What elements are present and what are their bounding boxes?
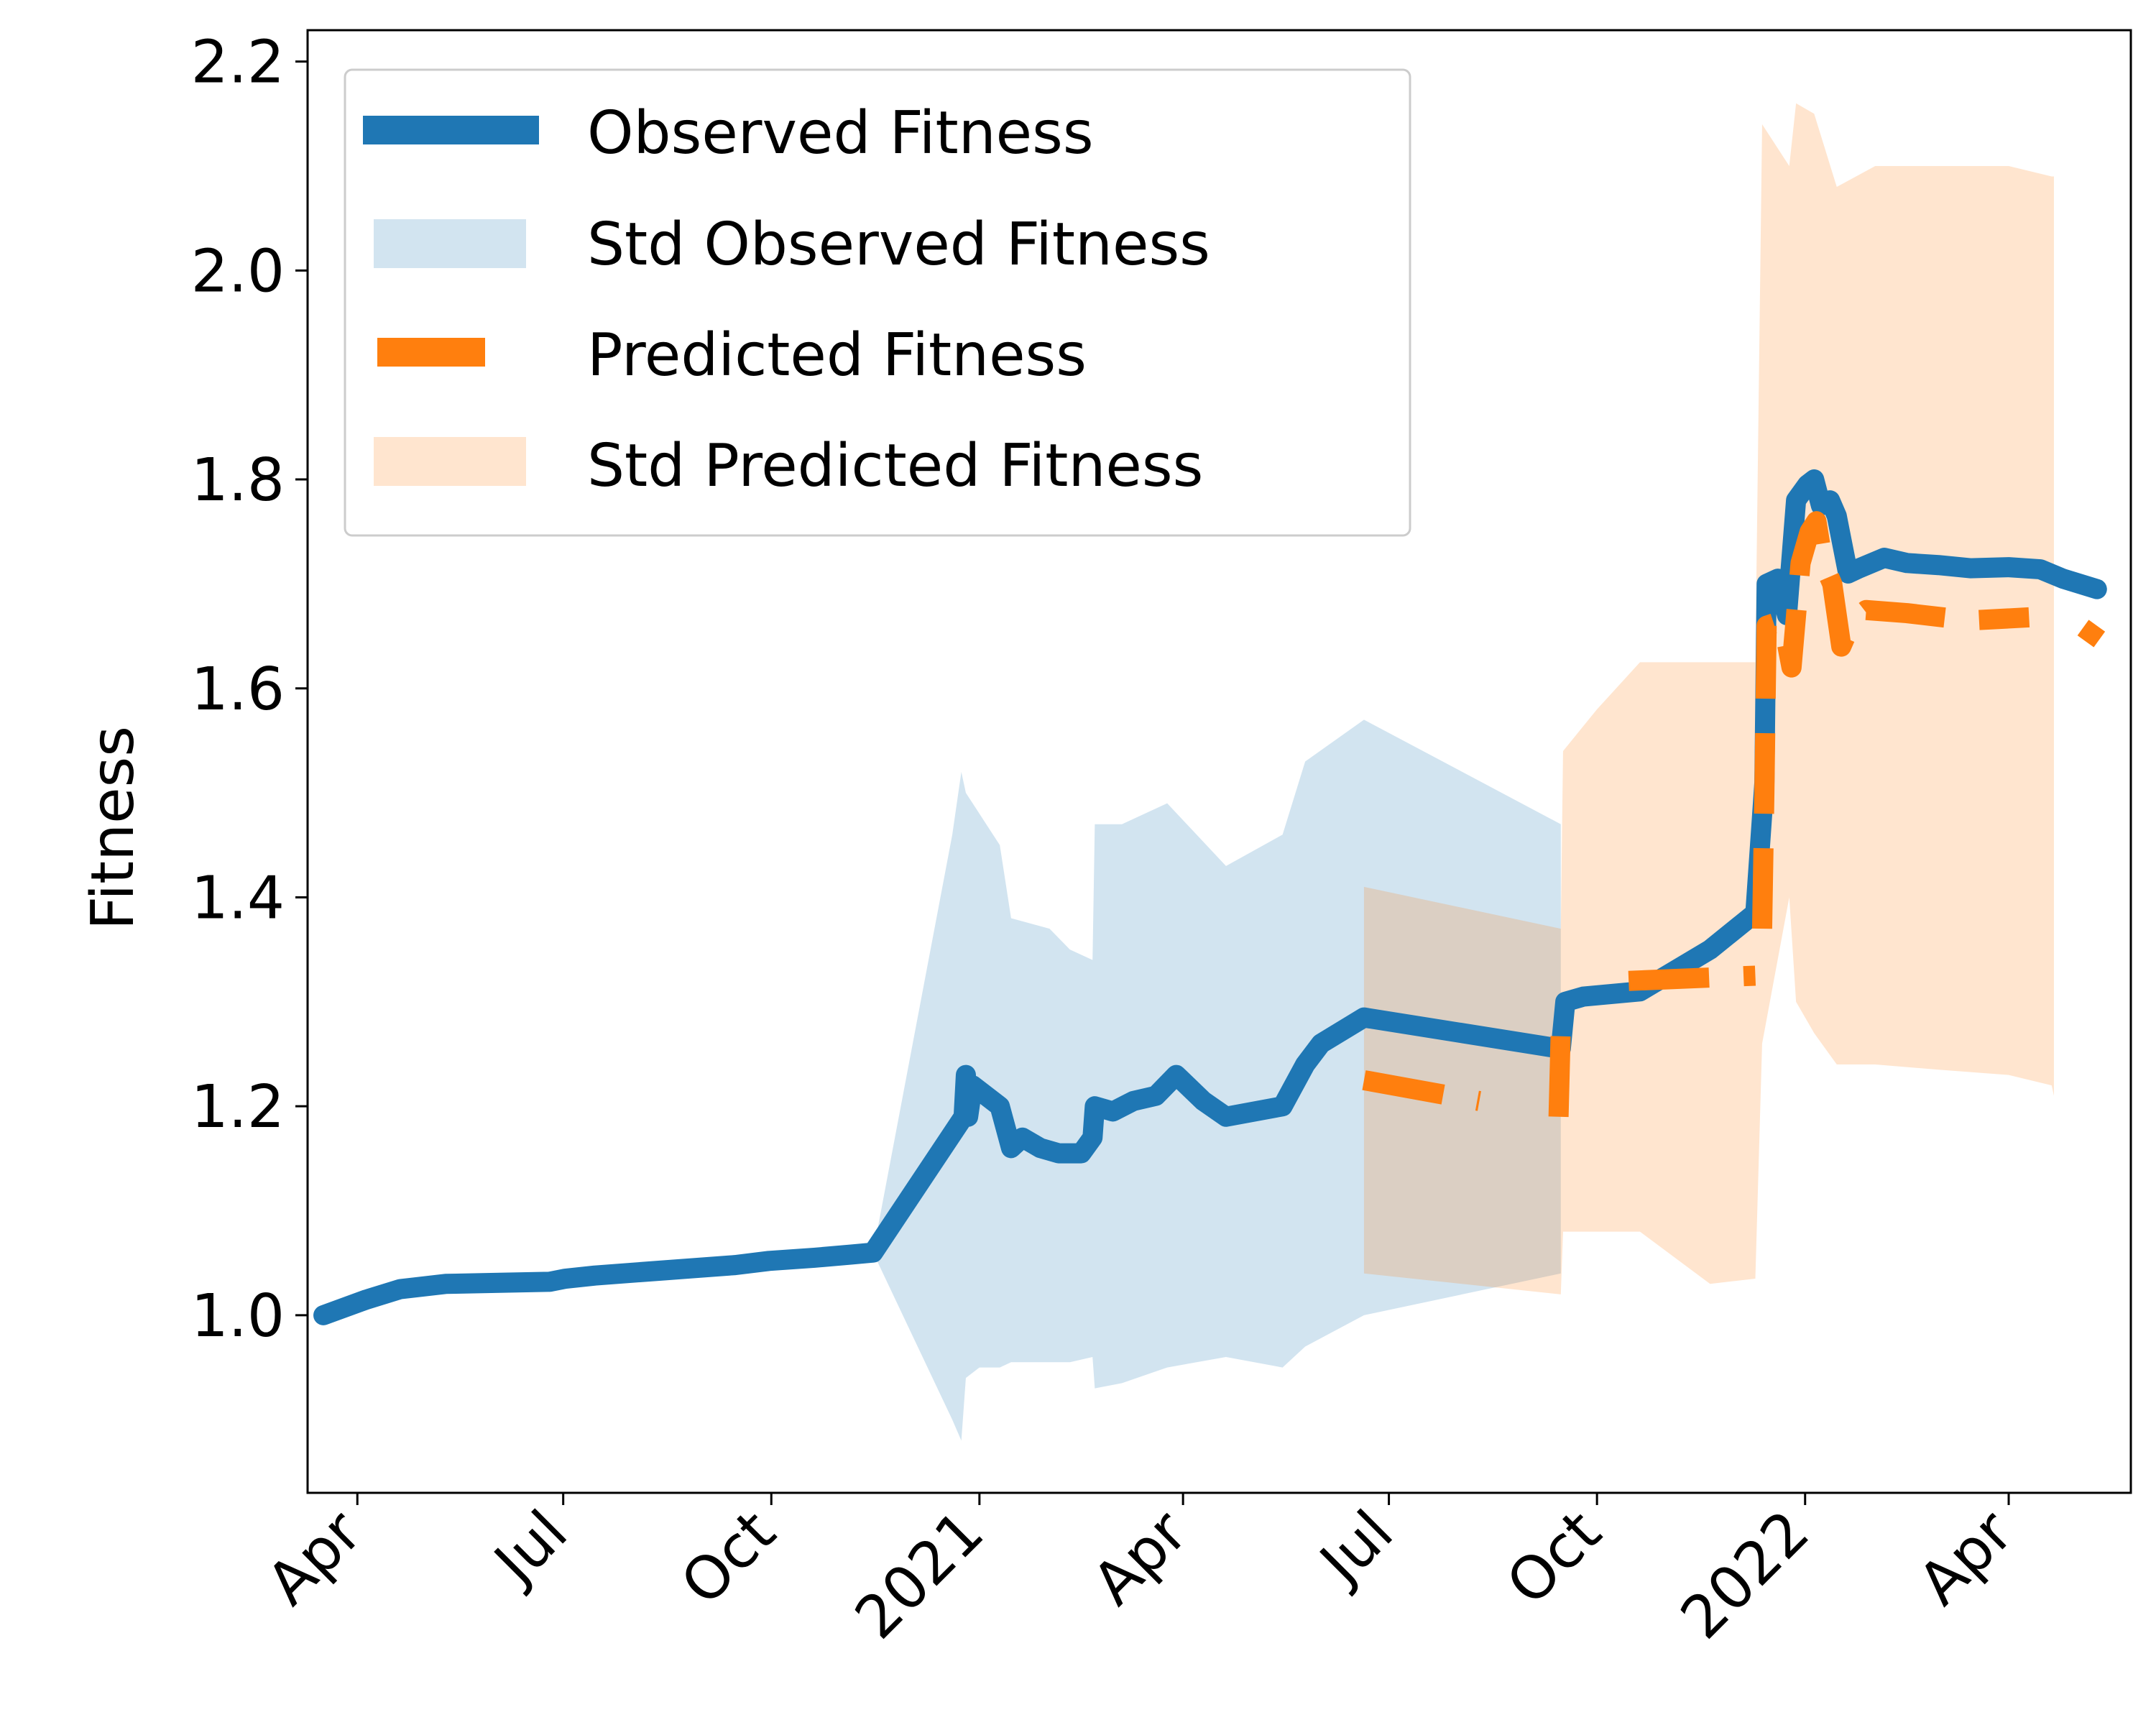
plot-frame (306, 29, 2132, 1494)
legend-swatch-predicted-band (374, 437, 526, 486)
std-predicted-fitness-band (1363, 103, 2054, 1294)
y-tick-label: 1.0 (191, 1282, 285, 1351)
legend-label-predicted-std: Std Predicted Fitness (587, 432, 1203, 500)
legend-label-observed: Observed Fitness (587, 99, 1094, 167)
y-tick-label: 1.6 (191, 656, 285, 724)
y-axis-label: Fitness (79, 726, 147, 930)
predicted-fitness-line-1 (1362, 1070, 1481, 1111)
predicted-fitness-line-3 (1628, 965, 1756, 991)
y-tick-label: 1.2 (191, 1073, 285, 1141)
confidence-bands (323, 103, 2054, 1441)
legend-frame (344, 68, 1411, 537)
y-axis: 1.0 1.2 1.4 1.6 1.8 2.0 2.2 (191, 29, 308, 1351)
std-observed-fitness-band (323, 719, 1561, 1441)
y-tick-label: 1.4 (191, 864, 285, 932)
y-tick-label: 1.8 (191, 446, 285, 515)
legend: Observed Fitness Std Observed Fitness Pr… (344, 68, 1411, 537)
observed-fitness-line (313, 469, 2107, 1325)
predicted-fitness-line-5 (2077, 620, 2106, 648)
legend-label-observed-std: Std Observed Fitness (587, 211, 1210, 279)
predicted-fitness-line-2 (1548, 1006, 1580, 1118)
y-tick-label: 2.0 (191, 237, 285, 305)
legend-label-predicted: Predicted Fitness (587, 321, 1087, 390)
predicted-fitness-line-4 (1751, 511, 2030, 929)
legend-swatch-observed-band (374, 219, 526, 268)
series-lines (313, 469, 2107, 1325)
y-tick-label: 2.2 (191, 29, 285, 97)
